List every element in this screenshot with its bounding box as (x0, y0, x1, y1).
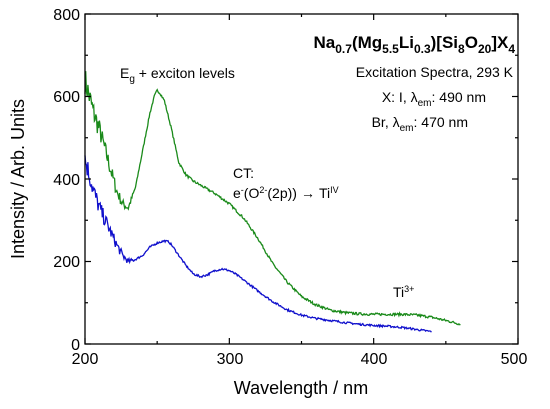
x-tick-label: 300 (217, 351, 244, 368)
legend-entry-iodide: X: I, λem: 490 nm (382, 89, 486, 109)
chart-subtitle: Excitation Spectra, 293 K (356, 64, 514, 80)
ticks-layer (84, 13, 519, 345)
x-tick-label: 500 (501, 351, 528, 368)
x-tick-label: 400 (361, 351, 388, 368)
chart-title: Na0.7(Mg5.5Li0.3)[Si8O20]X4 (314, 33, 516, 56)
y-tick-label: 600 (53, 89, 80, 106)
annotation-ct-transition: e-(O2-(2p)) → TiIV (233, 185, 339, 201)
y-tick-label: 0 (71, 337, 80, 354)
annotation-exciton: Eg + exciton levels (120, 65, 235, 85)
annotation-ti3: Ti3+ (393, 284, 414, 300)
annotation-ct-title: CT: (233, 165, 254, 181)
y-tick-label: 200 (53, 254, 80, 271)
x-axis-label: Wavelength / nm (234, 378, 368, 398)
y-tick-label: 400 (53, 172, 80, 189)
y-tick-label: 800 (53, 7, 80, 24)
series-layer (84, 71, 461, 333)
series-line-bromide (84, 155, 432, 333)
series-line-iodide (84, 71, 461, 326)
legend-entry-bromide: Br, λem: 470 nm (372, 114, 468, 134)
y-axis-label: Intensity / Arb. Units (8, 99, 28, 259)
x-tick-label: 200 (72, 351, 99, 368)
